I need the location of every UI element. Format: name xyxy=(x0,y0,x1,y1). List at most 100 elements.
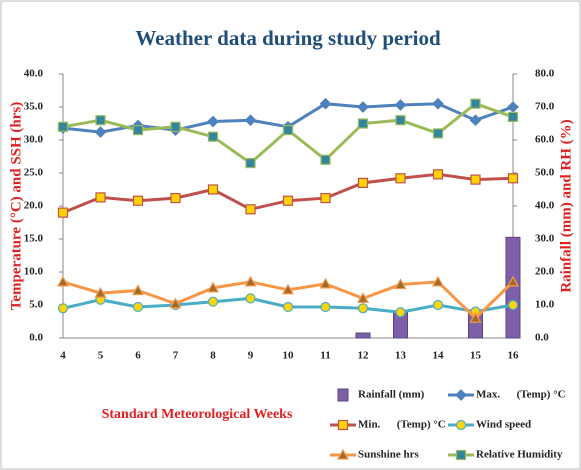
y2-axis-title: Rainfall (mm) and RH (%) xyxy=(558,119,574,292)
x-tick-label: 9 xyxy=(248,350,254,362)
point xyxy=(432,97,444,110)
point xyxy=(95,192,106,203)
point xyxy=(319,277,332,289)
y-tick-label: 40.0 xyxy=(24,68,44,80)
point xyxy=(320,301,331,313)
legend-marker xyxy=(337,419,349,431)
x-axis-title: Standard Meteorological Weeks xyxy=(102,407,293,422)
y-tick-label: 15.0 xyxy=(24,233,44,245)
point xyxy=(281,283,295,295)
point xyxy=(319,97,332,110)
y-tick-label: 0.0 xyxy=(29,332,43,344)
point xyxy=(395,307,406,318)
point xyxy=(357,118,369,129)
y-axis-title: Temperature (°C) and SSH (hrs) xyxy=(8,102,24,311)
point xyxy=(207,184,219,195)
point xyxy=(469,311,482,323)
x-tick-label: 14 xyxy=(433,350,445,362)
point xyxy=(469,114,482,127)
y-tick-label: 5.0 xyxy=(29,299,43,311)
y2-tick-label: 70.0 xyxy=(535,101,555,113)
point xyxy=(357,101,369,113)
point xyxy=(506,275,520,287)
point xyxy=(94,126,107,138)
point xyxy=(132,195,144,206)
point xyxy=(207,296,219,307)
y2-tick-label: 10.0 xyxy=(535,299,555,311)
point xyxy=(394,278,407,290)
point xyxy=(207,115,219,128)
point xyxy=(507,173,519,184)
point xyxy=(320,154,331,165)
legend-label: Sunshine hrs xyxy=(358,449,420,461)
legend-marker xyxy=(455,449,467,461)
bar xyxy=(355,332,371,339)
legend-marker xyxy=(455,389,467,401)
x-tick-label: 15 xyxy=(470,350,482,362)
chart-title: Weather data during study period xyxy=(135,26,441,50)
point xyxy=(132,124,144,136)
point xyxy=(57,207,69,218)
legend-label: Rainfall (mm) xyxy=(358,389,425,401)
point xyxy=(282,195,294,206)
point xyxy=(395,173,406,184)
point xyxy=(170,192,181,204)
x-tick-label: 16 xyxy=(508,350,520,362)
point xyxy=(282,301,294,313)
y2-tick-label: 0.0 xyxy=(535,332,549,344)
point xyxy=(507,299,519,311)
x-tick-label: 13 xyxy=(395,350,407,362)
point xyxy=(170,121,181,132)
point xyxy=(95,115,106,126)
x-tick-label: 5 xyxy=(98,350,104,362)
y-tick-label: 25.0 xyxy=(24,167,44,179)
y-tick-label: 35.0 xyxy=(24,101,44,113)
y2-tick-label: 30.0 xyxy=(535,233,555,245)
legend-swatch xyxy=(337,388,349,402)
point xyxy=(245,158,256,169)
point xyxy=(207,131,219,142)
point xyxy=(244,275,257,287)
x-tick-label: 4 xyxy=(60,350,66,362)
y2-tick-label: 50.0 xyxy=(535,167,555,179)
point xyxy=(394,99,407,111)
y2-tick-label: 40.0 xyxy=(535,200,555,212)
x-tick-label: 8 xyxy=(210,350,216,362)
point xyxy=(356,292,370,303)
y-tick-label: 10.0 xyxy=(24,266,44,278)
point xyxy=(432,169,444,180)
point xyxy=(395,115,406,126)
point xyxy=(431,275,445,287)
point xyxy=(206,281,220,293)
point xyxy=(432,299,444,311)
point xyxy=(245,293,256,304)
y2-tick-label: 80.0 xyxy=(535,68,555,80)
point xyxy=(320,192,331,204)
point xyxy=(282,124,294,136)
point xyxy=(245,204,256,215)
y2-tick-label: 60.0 xyxy=(535,134,555,146)
legend-label: Relative Humidity xyxy=(476,449,563,461)
point xyxy=(56,275,70,287)
legend-label: Min. (Temp) °C xyxy=(358,419,446,431)
point xyxy=(470,174,481,185)
point xyxy=(169,297,182,309)
legend-label: Wind speed xyxy=(476,419,531,431)
point xyxy=(357,177,369,188)
legend-marker xyxy=(336,448,350,460)
legend-marker xyxy=(455,419,467,431)
point xyxy=(244,114,257,127)
point xyxy=(57,121,69,132)
x-tick-label: 12 xyxy=(358,350,370,362)
x-tick-label: 7 xyxy=(173,350,179,362)
point xyxy=(357,303,369,314)
y-tick-label: 30.0 xyxy=(24,134,44,146)
x-tick-label: 10 xyxy=(283,350,295,362)
point xyxy=(470,98,481,109)
x-tick-label: 11 xyxy=(320,350,330,362)
legend-label: Max. (Temp) °C xyxy=(476,389,566,401)
x-tick-label: 6 xyxy=(135,350,141,362)
point xyxy=(507,111,519,123)
